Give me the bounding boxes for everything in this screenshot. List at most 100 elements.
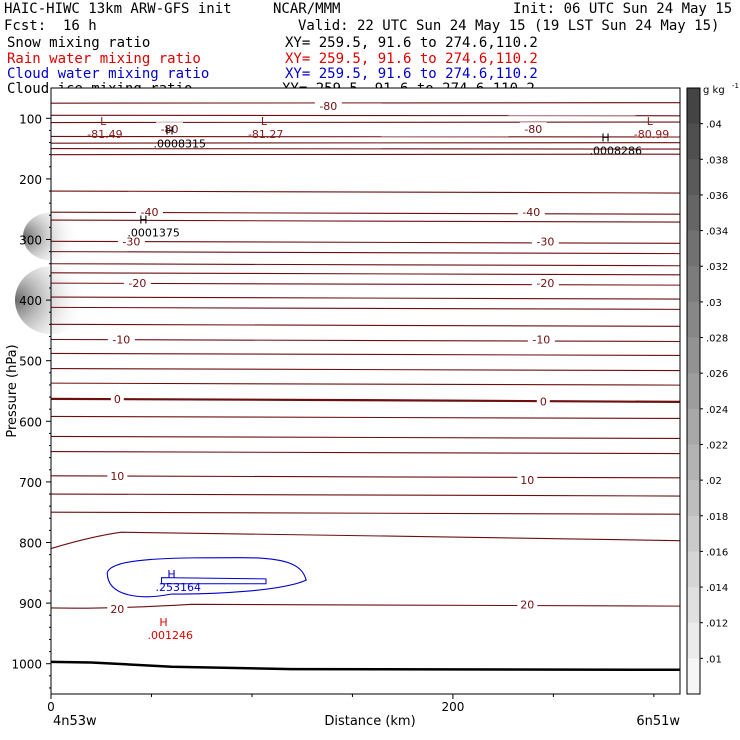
colorbar-tick-label: .036 [706,191,728,202]
y-tick-label: 400 [19,294,42,308]
contour-label-bg [527,332,555,346]
colorbar-tick-label: .026 [706,369,728,380]
contour-label-bg [107,332,135,346]
colorbar-band [687,515,700,552]
colorbar-tick-label: .01 [706,654,722,665]
extremum-marker: H [167,568,175,581]
extremum-value: .001246 [147,629,193,642]
isotherm-line [50,263,681,267]
contour-label: 10 [110,470,124,483]
colorbar-band [687,337,700,374]
extremum-value: .0008286 [590,145,643,158]
isotherm-line [50,135,681,138]
colorbar-unit-exponent: -1 [732,82,739,90]
isotherm-line [50,435,681,439]
x-endpoint-left: 4n53w [53,714,97,729]
field-snow-xy: XY= 259.5, 91.6 to 274.6,110.2 [285,35,538,51]
contour-label: -80 [319,100,337,113]
isotherm-line [50,338,681,343]
contour-label-bg [517,205,545,219]
extremum-value: .0001375 [127,226,180,239]
contour-label-bg [156,122,184,136]
contour-label-bg [107,602,128,616]
colorbar-band [687,408,700,445]
contour-label-bg [536,394,550,408]
colorbar-tick-label: .032 [706,262,728,273]
field-cloudwater-name: Cloud water mixing ratio [7,66,210,82]
isotherm-line [50,451,681,455]
colorbar-band [687,266,700,303]
colorbar-tick-label: .024 [706,405,728,416]
colorbar-tick-label: .012 [706,619,728,630]
isotherm-line [50,511,681,515]
colorbar-tick-label: .014 [706,583,728,594]
contour-label: -40 [522,206,540,219]
isotherm-line [50,219,681,223]
colorbar-band [687,658,700,695]
forecast-label: Fcst: [4,18,47,34]
colorbar-band [687,587,700,624]
cloudwater-contour-outer [106,557,307,598]
model-title: HAIC-HIWC 13km ARW-GFS init [4,1,232,17]
contour-label-bg [107,468,128,482]
isotherm-line [50,306,681,310]
x-axis-label: Distance (km) [324,714,415,729]
y-tick-label: 600 [19,415,42,429]
extremum-value: .0008315 [153,137,206,150]
y-tick-label: 300 [19,234,42,248]
y-tick-label: 700 [19,476,42,490]
extremum-value: -81.27 [248,128,283,141]
org-label: NCAR/MMM [273,1,341,17]
cloudwater-contour-inner [161,577,267,585]
field-rain-name: Rain water mixing ratio [7,51,201,67]
isotherm-line [50,382,681,386]
colorbar-tick-label: .04 [706,120,722,131]
isotherm-line [50,475,681,479]
extremum-marker: L [100,115,107,128]
extremum-marker: L [261,115,268,128]
isotherm-line [50,368,681,372]
colorbar-tick-label: .034 [706,227,728,238]
isotherm-line [50,190,681,194]
extremum-value: -80.99 [634,128,669,141]
extremum-marker: H [165,124,173,137]
init-time: Init: 06 UTC Sun 24 May 15 [513,1,733,17]
contour-label: 20 [520,598,534,611]
isotherm-line [50,415,681,420]
y-tick-label: 900 [19,597,42,611]
y-axis-label: Pressure (hPa) [5,344,20,437]
isotherm-line [50,352,681,356]
contour-label-bg [135,205,163,219]
field-cloudwater-xy: XY= 259.5, 91.6 to 274.6,110.2 [285,66,538,82]
colorbar-band [687,301,700,339]
colorbar-band [687,194,700,232]
isotherm-line [50,240,681,244]
contour-label-bg [531,276,559,290]
contour-label: -20 [128,277,146,290]
isotherm-line [50,282,681,286]
colorbar-unit: g kg [703,85,725,96]
contour-label-bg [110,391,124,405]
contour-label: 0 [540,395,547,408]
contour-label: -10 [112,333,130,346]
contour-label: 0 [114,393,121,406]
colorbar-tick-label: .02 [706,476,722,487]
contour-label-bg [517,597,538,611]
isotherm-line [50,121,681,124]
isotherm-line [50,296,681,300]
contour-label: -80 [524,123,542,136]
contour-label-bg [123,276,151,290]
colorbar-band [687,123,700,160]
y-tick-label: 100 [19,112,42,126]
contour-label-bg [517,473,538,487]
contour-label: -30 [122,235,140,248]
y-tick-label: 200 [19,173,42,187]
isotherm-line [50,251,681,255]
terrain-line [50,660,681,672]
contour-label: -20 [536,277,554,290]
plot-area [51,88,680,694]
contour-label: -30 [536,235,554,248]
isotherm-line [50,142,681,144]
field-snow-name: Snow mixing ratio [7,35,151,51]
colorbar-band [687,480,700,517]
